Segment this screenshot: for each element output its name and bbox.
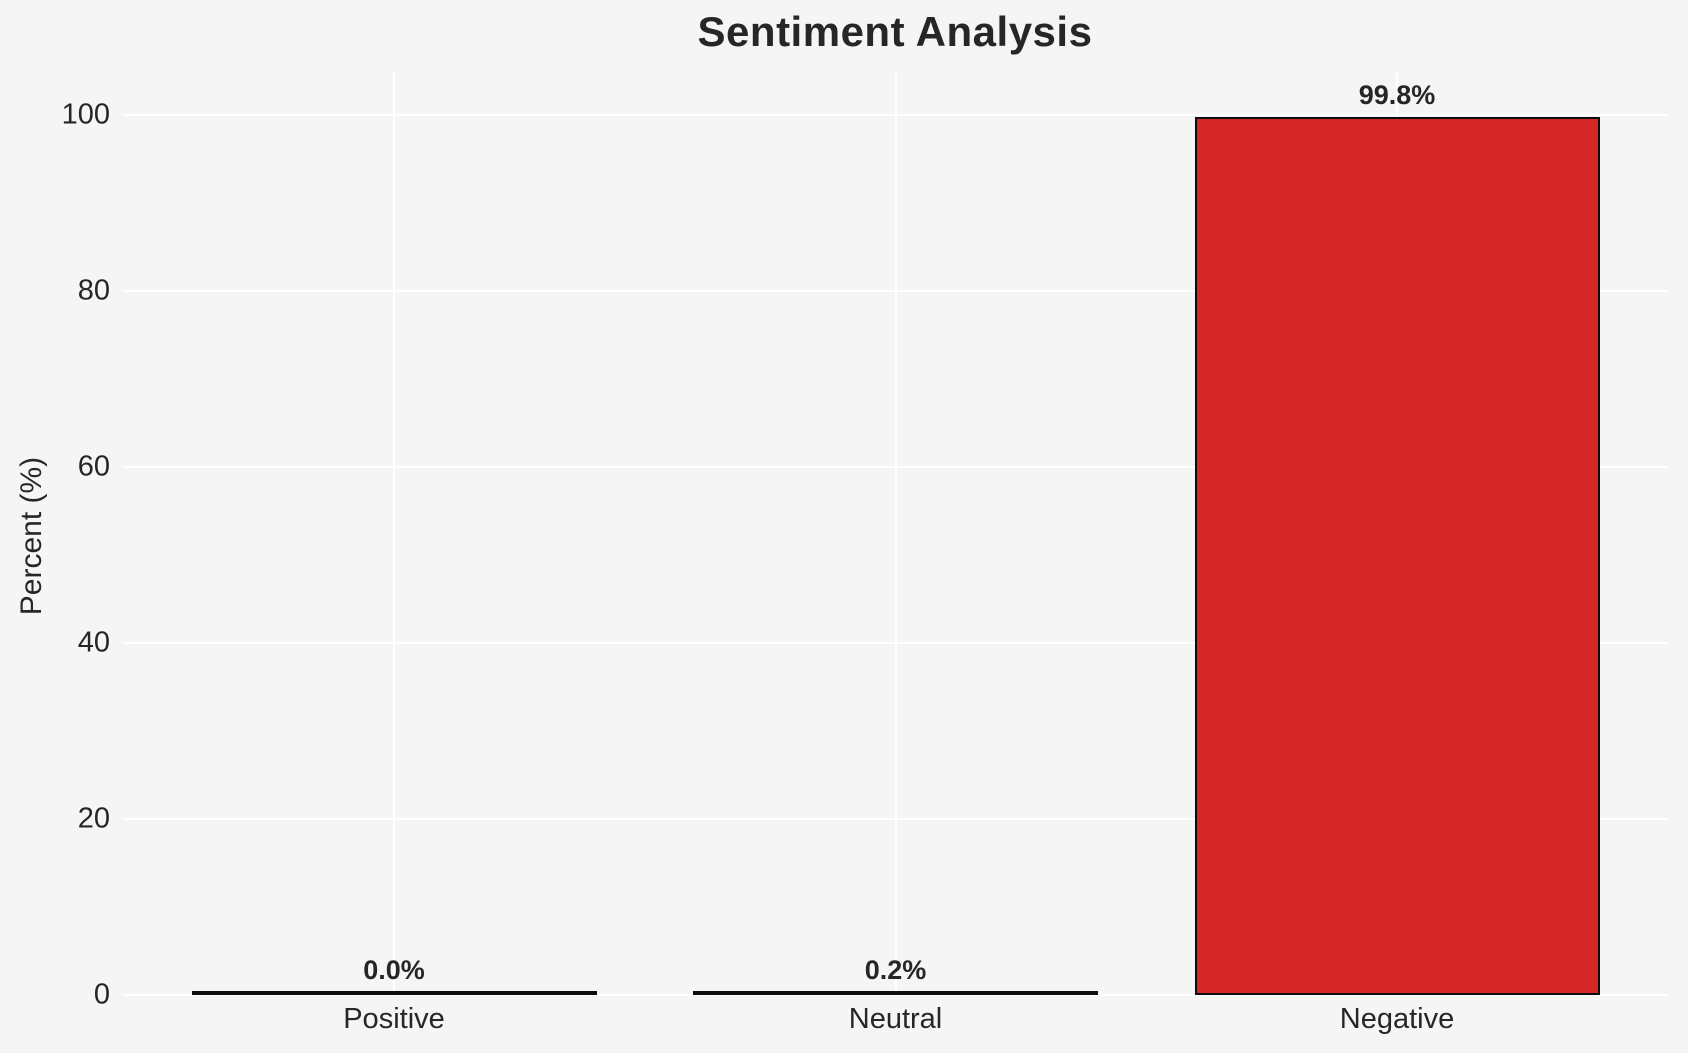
y-tick-label: 80 — [77, 274, 110, 307]
vertical-gridline — [894, 73, 897, 995]
chart-title: Sentiment Analysis — [697, 8, 1093, 55]
bar-value-label: 0.0% — [363, 955, 425, 985]
y-tick-label: 60 — [77, 450, 110, 483]
x-tick-label: Positive — [343, 1003, 445, 1035]
y-tick-label: 100 — [61, 98, 110, 131]
vertical-gridline — [393, 73, 395, 995]
bar-value-label: 0.2% — [864, 955, 927, 985]
bar-value-label: 99.8% — [1358, 80, 1436, 110]
bar-negative — [1194, 117, 1600, 995]
y-tick-label: 0 — [93, 978, 110, 1011]
y-tick-label: 20 — [77, 802, 110, 835]
y-tick-label: 40 — [77, 626, 110, 659]
bar-neutral — [693, 991, 1098, 995]
x-tick-label: Negative — [1339, 1003, 1455, 1035]
plot-area: 0.0% 0.2% 99.8% — [122, 73, 1668, 996]
horizontal-gridline — [122, 994, 1668, 996]
x-tick-label: Neutral — [848, 1003, 943, 1035]
bar-positive — [191, 991, 597, 995]
